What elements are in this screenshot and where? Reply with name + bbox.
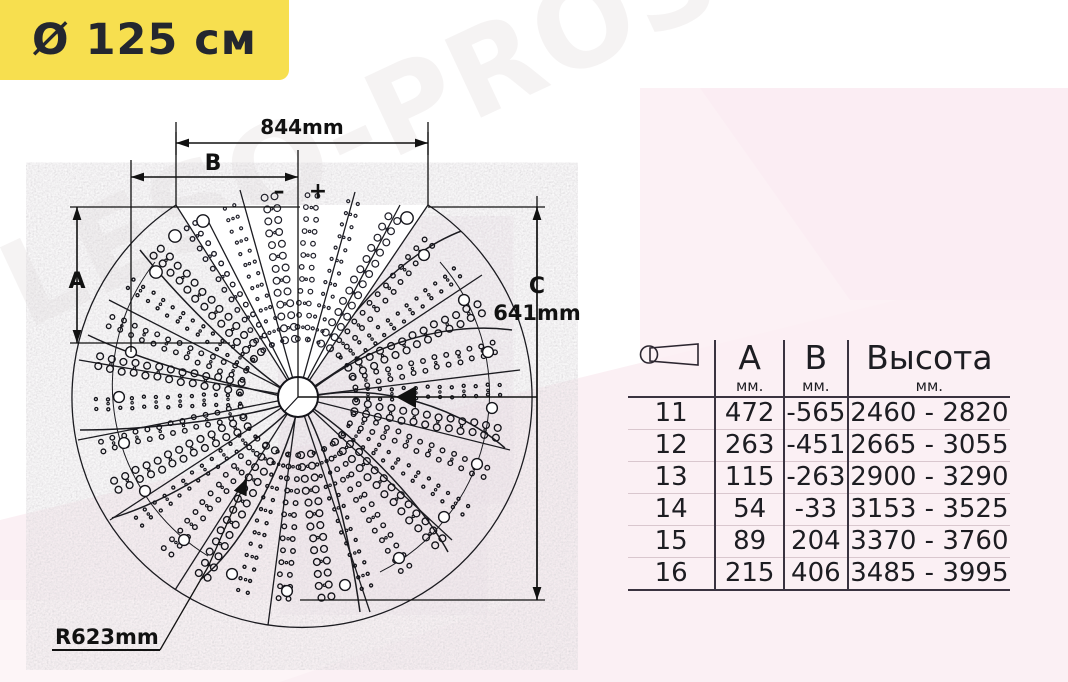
radius-label: R623mm — [55, 625, 159, 649]
cell-height: 2460 - 2820 — [846, 396, 1010, 430]
dim-minus-label: – — [274, 179, 285, 204]
dim-a-label: A — [68, 269, 85, 294]
unit-height: мм. — [846, 376, 1010, 397]
table-unit-row: мм. мм. мм. — [628, 376, 1010, 397]
table-row: 14 54 -33 3153 - 3525 — [628, 493, 1010, 526]
cell-number: 12 — [628, 429, 716, 462]
spec-table-body: 11 472 -565 2460 - 2820 12 263 -451 2665 - 3055… — [628, 396, 1010, 591]
col-header-height: Высота — [846, 340, 1010, 376]
cell-height: 3153 - 3525 — [846, 493, 1010, 526]
dim-c-value: 641mm — [493, 301, 581, 325]
table-row: 16 215 406 3485 - 3995 — [628, 557, 1010, 591]
cell-a: 263 — [714, 429, 784, 462]
dim-844-label: 844mm — [260, 115, 343, 139]
cell-number: 11 — [628, 396, 716, 430]
diameter-badge: Ø 125 см — [0, 0, 289, 80]
cell-b: 406 — [782, 557, 848, 591]
blade-wedge-icon-cell — [628, 340, 715, 376]
spec-table-head: A B Высота мм. мм. мм. — [628, 340, 1010, 397]
unit-cell-empty — [628, 376, 715, 397]
dim-plus-label: + — [309, 179, 327, 204]
cell-a: 115 — [714, 461, 784, 494]
col-header-b: B — [782, 340, 848, 376]
cell-height: 3370 - 3760 — [846, 525, 1010, 558]
cell-number: 14 — [628, 493, 716, 526]
unit-a: мм. — [714, 376, 784, 397]
table-row: 12 263 -451 2665 - 3055 — [628, 429, 1010, 462]
dim-c-label: C — [529, 274, 545, 299]
cell-a: 472 — [714, 396, 784, 430]
cell-number: 13 — [628, 461, 716, 494]
table-row: 13 115 -263 2900 - 3290 — [628, 461, 1010, 494]
cell-height: 2665 - 3055 — [846, 429, 1010, 462]
blade-wedge-icon — [639, 343, 699, 366]
cell-height: 2900 - 3290 — [846, 461, 1010, 494]
cell-height: 3485 - 3995 — [846, 557, 1010, 591]
table-header-row: A B Высота — [628, 340, 1010, 376]
cell-b: -565 — [782, 396, 848, 430]
spec-table: A B Высота мм. мм. мм. 11 472 -565 2460 - 2… — [628, 340, 1010, 591]
cell-a: 215 — [714, 557, 784, 591]
cell-b: -451 — [782, 429, 848, 462]
table-row: 11 472 -565 2460 - 2820 — [628, 396, 1010, 430]
unit-b: мм. — [782, 376, 848, 397]
cell-b: -263 — [782, 461, 848, 494]
fan-wheel — [71, 189, 533, 629]
dim-b-label: B — [205, 151, 222, 176]
cell-a: 89 — [714, 525, 784, 558]
cell-b: 204 — [782, 525, 848, 558]
col-header-a: A — [714, 340, 784, 376]
cell-a: 54 — [714, 493, 784, 526]
cell-b: -33 — [782, 493, 848, 526]
cell-number: 16 — [628, 557, 716, 591]
table-row: 15 89 204 3370 - 3760 — [628, 525, 1010, 558]
cell-number: 15 — [628, 525, 716, 558]
diameter-badge-label: Ø 125 см — [32, 15, 257, 65]
